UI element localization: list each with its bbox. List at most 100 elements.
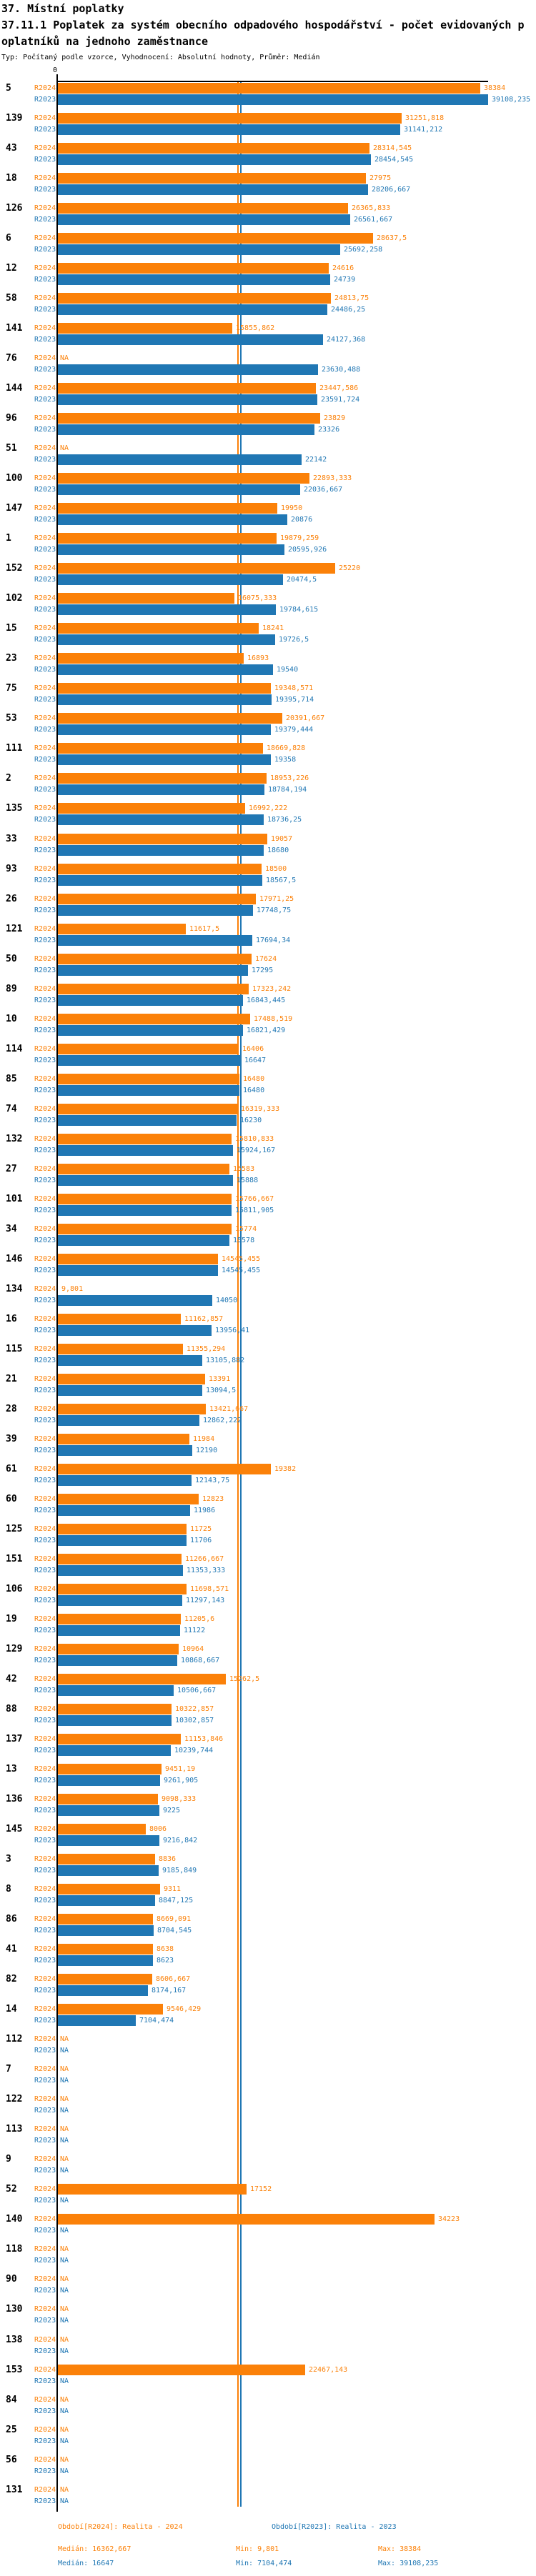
row-id-label: 82	[6, 1974, 17, 1985]
row-id-label: 135	[6, 803, 23, 814]
bar-r2023	[58, 1625, 180, 1636]
bar-r2023	[58, 1445, 192, 1456]
row-id-label: 132	[6, 1134, 23, 1144]
series-label-r2024: R2024	[34, 564, 56, 572]
value-label-r2023: 13094,5	[206, 1387, 237, 1394]
value-na-r2024: NA	[60, 2305, 69, 2313]
series-label-r2023: R2023	[34, 606, 56, 614]
value-label-r2024: 15810,833	[235, 1135, 274, 1143]
bar-r2023	[58, 1115, 237, 1126]
row-id-label: 14	[6, 2004, 17, 2015]
bar-r2023	[58, 1535, 187, 1546]
value-label-r2023: 18567,5	[266, 877, 297, 884]
series-label-r2024: R2024	[34, 354, 56, 362]
series-label-r2023: R2023	[34, 1057, 56, 1064]
bar-r2024	[58, 1974, 152, 1985]
series-label-r2024: R2024	[34, 2275, 56, 2283]
series-label-r2023: R2023	[34, 997, 56, 1004]
row-id-label: 140	[6, 2214, 23, 2225]
series-label-r2024: R2024	[34, 1945, 56, 1953]
bar-r2023	[58, 1175, 233, 1186]
bar-r2023	[58, 2015, 136, 2026]
bar-r2023	[58, 1355, 202, 1366]
indicator-subtitle: Typ: Počítaný podle vzorce, Vyhodnocení:…	[1, 54, 320, 61]
bar-r2024	[58, 533, 277, 544]
bar-r2023	[58, 394, 317, 405]
bar-r2023	[58, 424, 314, 435]
value-label-r2023: 12862,222	[203, 1417, 242, 1424]
series-label-r2023: R2023	[34, 1417, 56, 1424]
series-label-r2024: R2024	[34, 804, 56, 812]
bar-r2023	[58, 154, 371, 165]
row-id-label: 153	[6, 2365, 23, 2375]
series-label-r2023: R2023	[34, 786, 56, 794]
series-label-r2023: R2023	[34, 1267, 56, 1274]
value-label-r2023: 16821,429	[247, 1027, 286, 1034]
value-label-r2023: 22036,667	[304, 486, 343, 494]
series-label-r2023: R2023	[34, 246, 56, 254]
row-id-label: 58	[6, 293, 17, 304]
value-label-r2024: 17488,519	[254, 1015, 293, 1023]
series-label-r2023: R2023	[34, 2227, 56, 2235]
row-id-label: 122	[6, 2094, 23, 2105]
bar-r2023	[58, 1205, 232, 1216]
series-label-r2023: R2023	[34, 2437, 56, 2445]
stat-max-r2024: Max: 38384	[378, 2545, 422, 2553]
bar-r2024	[58, 473, 309, 484]
series-label-r2024: R2024	[34, 1885, 56, 1893]
value-label-r2023: 39108,235	[492, 96, 531, 104]
bar-r2023	[58, 1895, 155, 1906]
series-label-r2024: R2024	[34, 2065, 56, 2073]
value-na-r2023: NA	[60, 2497, 69, 2505]
value-label-r2024: 26365,833	[352, 204, 391, 212]
bar-r2024	[58, 233, 373, 244]
value-na-r2023: NA	[60, 2077, 69, 2085]
series-label-r2024: R2024	[34, 1435, 56, 1443]
bar-r2023	[58, 1715, 172, 1726]
series-label-r2024: R2024	[34, 774, 56, 782]
row-id-label: 151	[6, 1554, 23, 1564]
bar-r2023	[58, 905, 253, 916]
bar-r2024	[58, 1854, 155, 1864]
value-label-r2024: 13421,667	[209, 1405, 249, 1413]
bar-r2024	[58, 143, 369, 154]
series-label-r2024: R2024	[34, 2305, 56, 2313]
value-na-r2024: NA	[60, 2336, 69, 2344]
series-label-r2023: R2023	[34, 1657, 56, 1664]
row-id-label: 101	[6, 1194, 23, 1204]
series-label-r2024: R2024	[34, 1915, 56, 1923]
bar-r2023	[58, 1415, 199, 1426]
bar-r2024	[58, 503, 277, 514]
value-label-r2024: 11698,571	[190, 1585, 229, 1593]
series-label-r2023: R2023	[34, 1117, 56, 1124]
value-label-r2023: 19358	[274, 756, 297, 764]
series-label-r2024: R2024	[34, 1825, 56, 1833]
bar-r2023	[58, 574, 283, 585]
value-label-r2024: 19348,571	[274, 684, 314, 692]
series-label-r2024: R2024	[34, 1525, 56, 1533]
series-label-r2023: R2023	[34, 2107, 56, 2115]
series-label-r2024: R2024	[34, 1255, 56, 1263]
bar-r2023	[58, 1295, 212, 1306]
series-label-r2024: R2024	[34, 1585, 56, 1593]
bar-r2023	[58, 1595, 182, 1606]
series-label-r2023: R2023	[34, 2137, 56, 2145]
bar-r2023	[58, 1145, 233, 1156]
series-label-r2024: R2024	[34, 234, 56, 242]
row-id-label: 15	[6, 623, 17, 634]
series-label-r2023: R2023	[34, 1537, 56, 1544]
bar-r2024	[58, 1824, 146, 1834]
row-id-label: 141	[6, 323, 23, 334]
series-label-r2024: R2024	[34, 324, 56, 332]
series-label-r2024: R2024	[34, 1705, 56, 1713]
row-id-label: 74	[6, 1104, 17, 1114]
value-label-r2024: 16406	[242, 1045, 264, 1053]
series-label-r2024: R2024	[34, 895, 56, 903]
bar-r2024	[58, 803, 245, 814]
bar-r2024	[58, 1704, 172, 1714]
series-label-r2023: R2023	[34, 1927, 56, 1935]
series-label-r2024: R2024	[34, 2336, 56, 2344]
row-id-label: 112	[6, 2034, 23, 2045]
value-na-r2024: NA	[60, 444, 69, 452]
series-label-r2024: R2024	[34, 1645, 56, 1653]
